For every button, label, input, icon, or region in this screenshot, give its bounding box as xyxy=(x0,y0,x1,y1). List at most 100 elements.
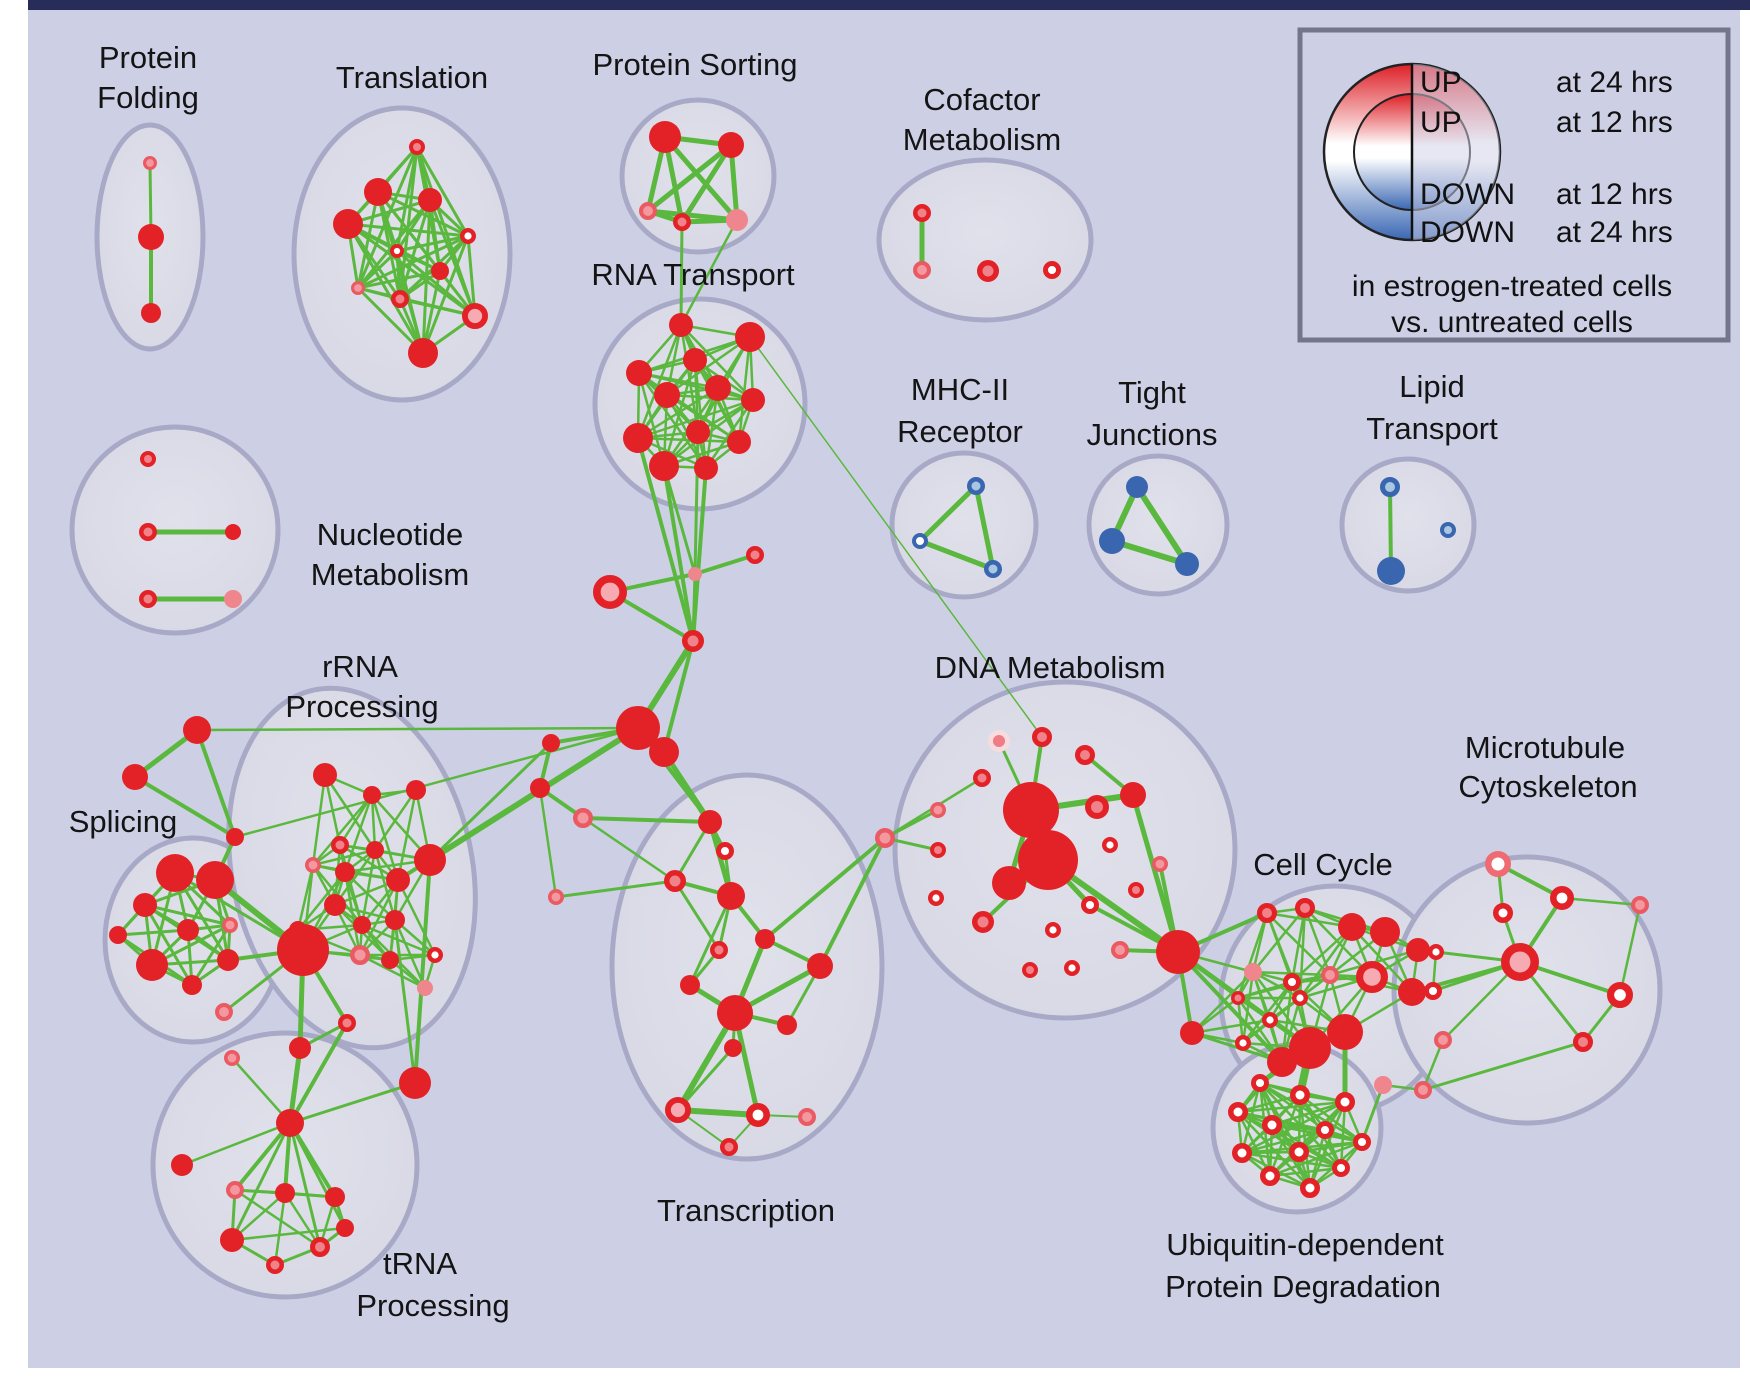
mesh-edge xyxy=(323,773,377,852)
node-sp7 xyxy=(182,975,202,995)
legend-time-1: at 12 hrs xyxy=(1556,106,1673,139)
node-d4 xyxy=(973,769,991,787)
node-sp6 xyxy=(136,949,168,981)
cluster-transcription xyxy=(609,772,885,1162)
mesh-edge xyxy=(356,198,432,290)
edge-m7-m12 xyxy=(1618,903,1642,997)
node-iso xyxy=(171,1154,193,1176)
node-r8 xyxy=(414,844,446,876)
node-r12 xyxy=(385,910,405,930)
node-d18 xyxy=(1128,882,1144,898)
node-tn4 xyxy=(220,1228,244,1252)
node-ps4 xyxy=(673,213,691,231)
mesh-edge xyxy=(333,848,377,907)
node-m2 xyxy=(1550,885,1575,910)
mesh-edge xyxy=(395,234,470,253)
legend-note-1: vs. untreated cells xyxy=(1391,306,1633,339)
node-d10 xyxy=(930,842,946,858)
mesh-edge xyxy=(704,398,755,470)
edge-s3-hub1 xyxy=(233,726,640,839)
mesh-edge xyxy=(1236,1100,1347,1114)
edge-lp1-lp2 xyxy=(1388,485,1393,573)
node-tn3 xyxy=(325,1187,345,1207)
node-r6 xyxy=(335,862,355,882)
node-rt11 xyxy=(649,451,679,481)
edge-t6-dw xyxy=(763,836,887,941)
mesh-edge xyxy=(311,848,377,867)
node-u11 xyxy=(1331,1158,1350,1177)
node-d5 xyxy=(929,801,946,818)
node-hub2 xyxy=(649,737,679,767)
mesh-edge xyxy=(636,323,683,440)
label-protein-sorting: Protein Sorting xyxy=(592,47,797,82)
edge-hubT-iso xyxy=(180,1121,292,1167)
node-d17 xyxy=(1044,922,1061,939)
node-rhub xyxy=(277,924,329,976)
node-u10 xyxy=(1260,1166,1280,1186)
top-border xyxy=(28,0,1750,10)
legend-ring-fade xyxy=(1412,64,1500,240)
node-tl1 xyxy=(409,139,425,155)
node-tl6 xyxy=(460,227,477,244)
node-d14 xyxy=(928,890,945,907)
node-m4 xyxy=(1501,943,1540,982)
node-d20 xyxy=(1022,962,1038,978)
node-m12 xyxy=(1631,896,1650,915)
edge-tj1-tj3 xyxy=(1134,484,1190,567)
node-t13 xyxy=(664,1097,691,1124)
node-tn5 xyxy=(310,1237,330,1257)
node-rt9 xyxy=(686,420,710,444)
cluster-mhc xyxy=(889,450,1039,600)
label-nucleotide: Nucleotide Metabolism xyxy=(311,517,470,592)
node-t11 xyxy=(777,1015,797,1035)
mesh-edge xyxy=(343,793,374,874)
node-hub1 xyxy=(616,706,660,750)
node-rt3 xyxy=(626,360,652,386)
node-d6 xyxy=(1003,782,1059,838)
node-cc9 xyxy=(1289,1027,1331,1069)
edge-hubT-tn1 xyxy=(233,1121,292,1192)
node-r15 xyxy=(381,951,399,969)
legend-direction-1: UP xyxy=(1420,106,1462,139)
edge-m8-m11 xyxy=(1421,1040,1585,1092)
edge-rt9-cn1 xyxy=(693,430,700,576)
node-cc16 xyxy=(1234,1034,1251,1051)
edge-tj2-tj3 xyxy=(1109,538,1190,567)
node-tj3 xyxy=(1175,552,1199,576)
label-microtubule: Microtubule Cytoskeleton xyxy=(1458,730,1637,804)
label-cell-cycle: Cell Cycle xyxy=(1253,847,1393,882)
mesh-edge xyxy=(356,234,470,290)
node-r2 xyxy=(363,786,381,804)
mesh-edge xyxy=(1236,973,1332,1000)
node-m3 xyxy=(1493,903,1513,923)
node-s2 xyxy=(122,764,148,790)
node-d15 xyxy=(972,911,994,933)
node-g5 xyxy=(530,778,550,798)
node-t1 xyxy=(698,810,722,834)
node-u4 xyxy=(1228,1102,1248,1122)
node-ps2 xyxy=(718,132,744,158)
node-x3 xyxy=(399,1067,431,1099)
label-splicing: Splicing xyxy=(69,804,178,839)
node-x5 xyxy=(224,1050,241,1067)
node-m10 xyxy=(1374,1076,1392,1094)
legend-time-2: at 12 hrs xyxy=(1556,178,1673,211)
node-dw xyxy=(875,828,895,848)
node-ps3 xyxy=(639,201,658,220)
edge-cn1-cn4 xyxy=(691,572,697,643)
edge-m10-u7 xyxy=(1360,1083,1385,1144)
mesh-edge xyxy=(737,335,752,444)
node-tj2 xyxy=(1099,528,1125,554)
node-cc14 xyxy=(1291,990,1308,1007)
mesh-edge xyxy=(356,269,442,290)
node-cc12 xyxy=(1282,972,1301,991)
node-nm2 xyxy=(139,523,157,541)
node-m8 xyxy=(1573,1032,1593,1052)
node-tl4 xyxy=(418,188,442,212)
mesh-edge xyxy=(143,903,194,987)
mesh-edge xyxy=(679,323,755,402)
edge-cn4-hub2 xyxy=(662,639,695,754)
node-r1 xyxy=(313,763,337,787)
